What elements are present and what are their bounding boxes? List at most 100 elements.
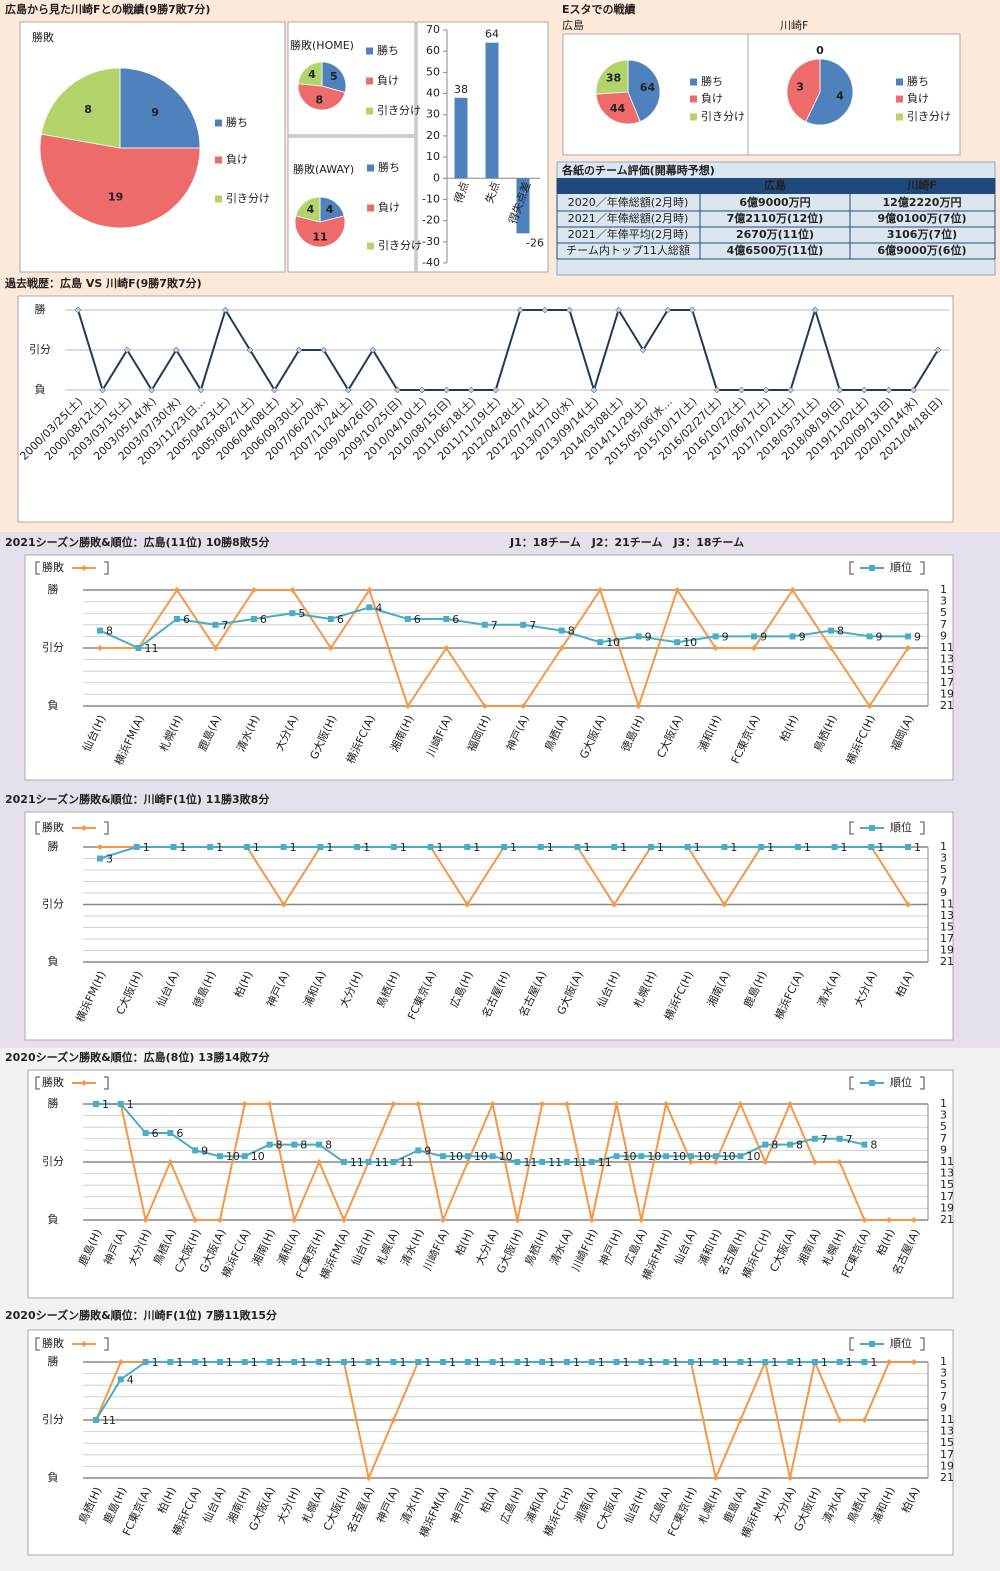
data-label: 6 — [183, 613, 190, 626]
marker — [537, 844, 544, 850]
marker — [868, 844, 875, 850]
data-label: 1 — [583, 841, 590, 854]
marker — [635, 703, 642, 709]
legend-label: 引き分け — [226, 191, 270, 205]
marker — [828, 627, 835, 634]
y2-tick-label: 3 — [940, 595, 947, 608]
marker — [638, 1217, 645, 1223]
table-cell: 2020／年俸総額(2月時) — [568, 195, 689, 209]
data-label: 9 — [760, 630, 767, 643]
marker — [905, 645, 911, 651]
marker — [464, 844, 471, 850]
legend-swatch — [367, 242, 374, 250]
marker — [390, 844, 397, 850]
y2-tick-label: 3 — [940, 1109, 947, 1122]
legend-swatch — [215, 195, 222, 203]
chart-title: 勝敗(AWAY) — [293, 162, 354, 176]
marker — [344, 386, 352, 394]
marker — [638, 1153, 645, 1160]
data-label: 1 — [647, 1356, 654, 1369]
marker — [663, 1101, 670, 1107]
legend-swatch — [215, 156, 222, 164]
marker — [647, 844, 654, 850]
data-label: 1 — [300, 1356, 307, 1369]
y2-tick-label: 21 — [940, 699, 954, 712]
pie-slice — [805, 58, 854, 126]
data-label: 7 — [846, 1133, 853, 1146]
data-label: 11 — [399, 1156, 413, 1169]
y2-tick-label: 19 — [940, 687, 954, 700]
data-label: 11 — [312, 231, 327, 244]
marker — [427, 844, 434, 850]
marker — [588, 1217, 595, 1223]
data-label: 1 — [523, 1356, 530, 1369]
marker — [588, 1359, 595, 1365]
y2-tick-label: 13 — [940, 653, 954, 666]
marker — [738, 386, 745, 394]
y-tick-label: 引分 — [42, 897, 64, 911]
line — [96, 1103, 865, 1163]
y-tick-label: 0 — [433, 171, 440, 184]
marker — [167, 1159, 174, 1165]
marker — [638, 1359, 645, 1365]
marker — [831, 844, 838, 850]
y-tick-label: 40 — [426, 87, 440, 100]
table-cell: 7億2110万(12位) — [727, 211, 824, 225]
marker — [207, 844, 214, 850]
marker — [762, 386, 770, 394]
data-label: 1 — [375, 1356, 382, 1369]
legend-swatch — [690, 78, 697, 86]
y2-tick-label: 1 — [940, 1097, 947, 1110]
data-label: 10 — [606, 636, 620, 649]
marker — [316, 1159, 323, 1165]
data-label: 1 — [623, 1356, 630, 1369]
marker — [117, 1376, 124, 1383]
marker — [558, 645, 565, 651]
marker — [316, 1141, 323, 1148]
data-label: 6 — [152, 1127, 159, 1140]
legend-label: 引き分け — [701, 109, 745, 123]
marker — [443, 616, 450, 622]
marker — [516, 306, 524, 314]
line — [95, 1361, 865, 1421]
marker — [539, 1159, 546, 1165]
data-label: 1 — [796, 1356, 803, 1369]
marker — [440, 1359, 447, 1365]
legend-bracket — [104, 1337, 109, 1351]
pie-slice — [627, 59, 661, 123]
data-label: 10 — [226, 1150, 240, 1163]
marker — [590, 386, 598, 394]
table-cell: 3106万(7位) — [887, 227, 957, 241]
y2-tick-label: 7 — [940, 1132, 947, 1145]
legend-bracket — [104, 821, 109, 835]
marker — [737, 1101, 744, 1107]
table-header: 川崎F — [906, 178, 937, 192]
marker — [836, 1417, 843, 1423]
marker — [566, 306, 573, 314]
data-label: 10 — [499, 1150, 513, 1163]
marker — [123, 346, 131, 354]
table-cell: 6億9000万(6位) — [878, 243, 967, 257]
y2-tick-label: 15 — [940, 664, 954, 677]
marker — [712, 1153, 719, 1160]
marker — [737, 1417, 744, 1423]
data-label: 1 — [424, 1356, 431, 1369]
marker — [886, 1359, 893, 1365]
chart-title: 広島 — [562, 18, 584, 32]
y-tick-label: 負 — [48, 699, 59, 712]
y-tick-label: 負 — [48, 1471, 59, 1484]
marker — [404, 616, 411, 622]
marker — [751, 633, 758, 640]
data-label: 8 — [796, 1139, 803, 1152]
chart-title: 2020シーズン勝敗&順位：広島(8位) 13勝14敗7分 — [5, 1050, 269, 1064]
marker — [142, 1359, 149, 1365]
legend-bracket — [849, 1337, 854, 1351]
y2-tick-label: 15 — [940, 1436, 954, 1449]
data-label: 8 — [315, 94, 323, 107]
marker — [713, 386, 721, 394]
data-label: 8 — [837, 625, 844, 638]
data-label: 9 — [151, 106, 159, 119]
y2-tick-label: 5 — [940, 606, 947, 619]
legend-marker — [81, 1341, 87, 1347]
legend-swatch — [367, 164, 374, 172]
